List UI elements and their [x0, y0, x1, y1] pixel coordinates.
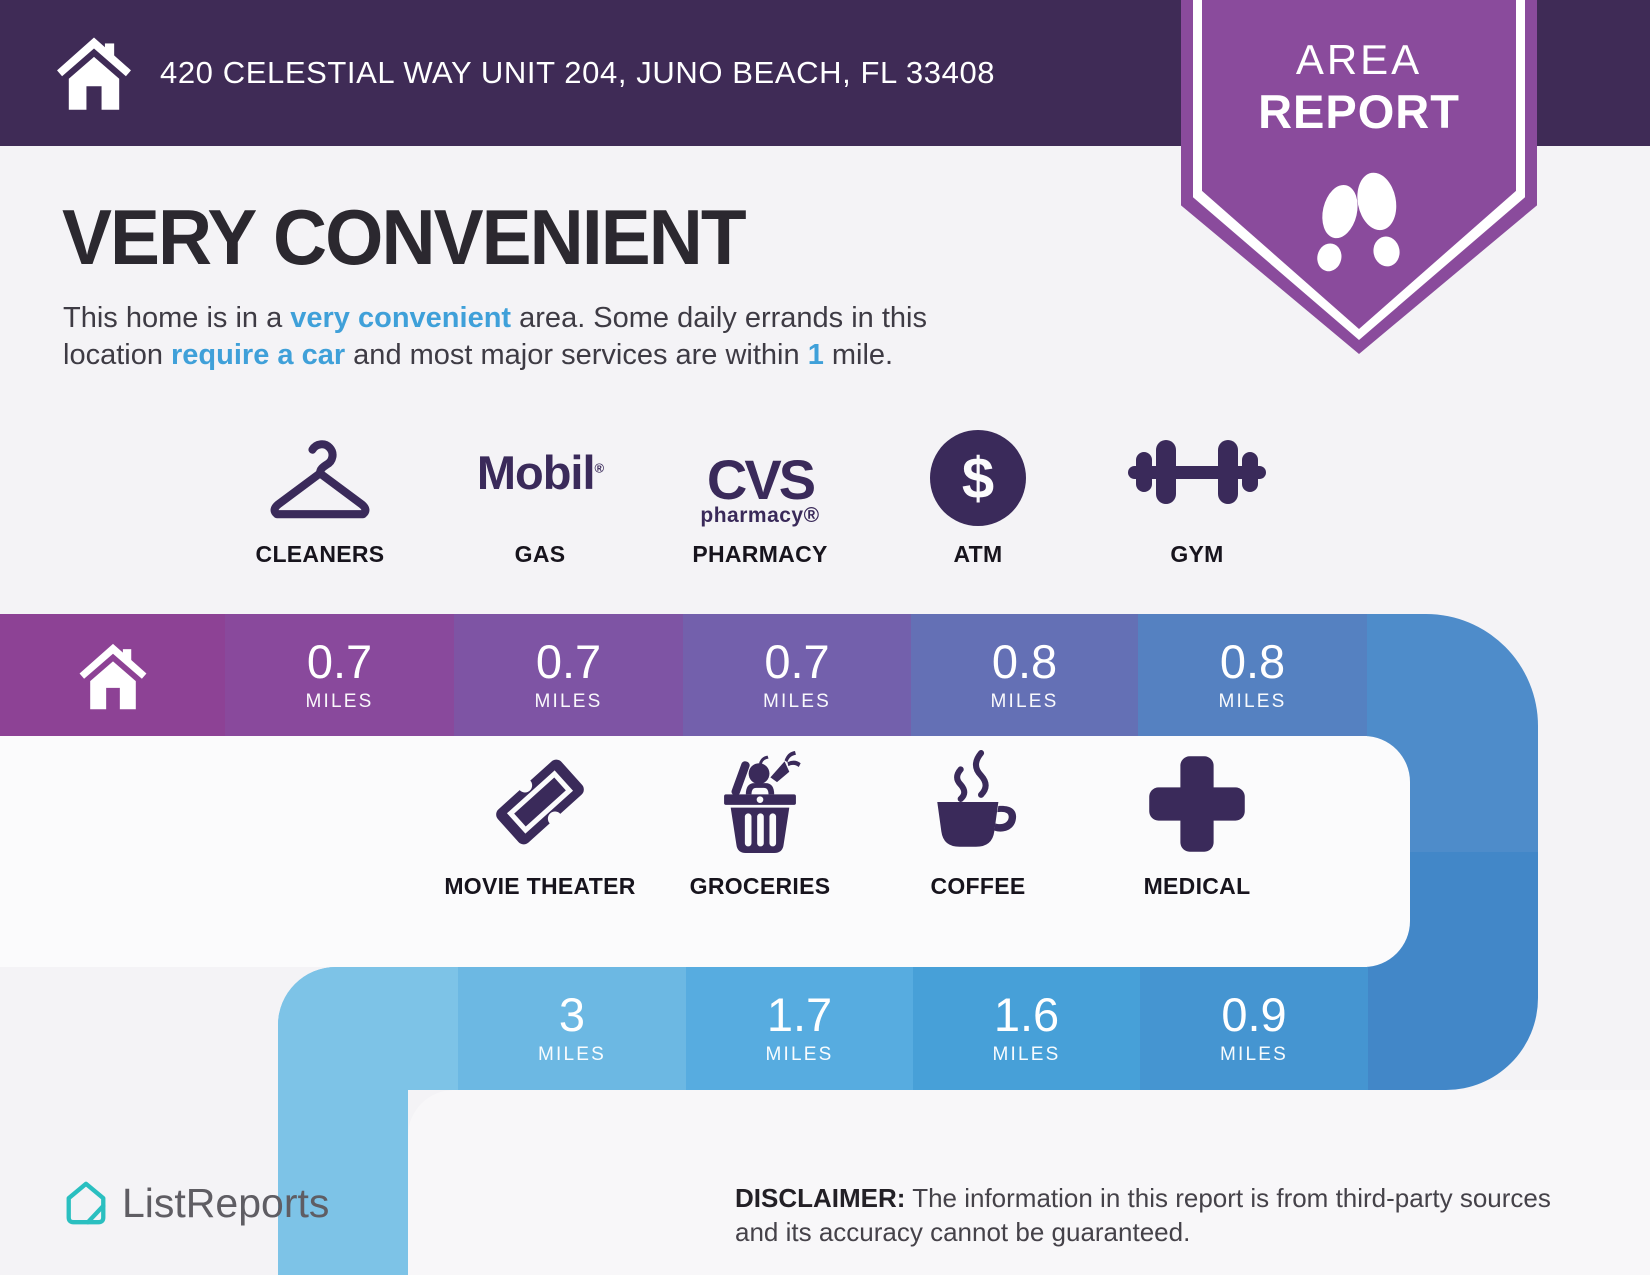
page-title: VERY CONVENIENT — [62, 193, 747, 281]
mobil-logo: Mobil® — [476, 445, 604, 499]
amenity-label: GAS — [514, 541, 566, 567]
distance-gym: 0.8 MILES — [1138, 614, 1367, 736]
amenity-label: ATM — [953, 541, 1003, 567]
distance-band-1: 0.7 MILES 0.7 MILES 0.7 MILES 0.8 MILES … — [0, 614, 1367, 736]
medical-cross-icon — [1149, 756, 1245, 852]
desc-part2: area. Some daily errands in this — [511, 302, 927, 334]
distance-groceries: 1.7 MILES — [686, 967, 913, 1090]
amenity-label: PHARMACY — [692, 541, 828, 567]
amenity-gym: GYM — [1087, 418, 1307, 568]
amenity-pharmacy: CVS pharmacy® PHARMACY — [650, 418, 870, 568]
amenity-cleaners: CLEANERS — [210, 418, 430, 568]
amenity-groceries: GROCERIES — [640, 748, 880, 900]
distance-band-2: 3 MILES 1.7 MILES 1.6 MILES 0.9 MILES — [278, 967, 1368, 1090]
area-report-badge: AREA REPORT — [1181, 0, 1537, 354]
desc-part3: location — [63, 338, 172, 371]
footprints-icon — [1317, 172, 1400, 272]
amenity-medical: MEDICAL — [1077, 748, 1317, 900]
grocery-basket-icon — [724, 750, 801, 854]
distance-movie-theater: 3 MILES — [458, 967, 686, 1090]
listreports-wordmark: ListReports — [122, 1179, 330, 1226]
amenity-label: GROCERIES — [689, 873, 831, 899]
amenity-label: MOVIE THEATER — [444, 873, 636, 899]
ticket-icon — [496, 759, 584, 845]
home-segment — [0, 614, 225, 736]
amenity-label: CLEANERS — [255, 541, 385, 567]
hanger-icon — [270, 440, 370, 519]
property-address: 420 CELESTIAL WAY UNIT 204, JUNO BEACH, … — [160, 55, 996, 90]
desc-highlight3: 1 — [807, 338, 824, 371]
amenity-coffee: COFFEE — [858, 748, 1098, 900]
distance-cleaners: 0.7 MILES — [225, 614, 454, 736]
page-description: This home is in a very convenient area. … — [63, 300, 1123, 373]
amenity-label: COFFEE — [930, 873, 1026, 899]
dollar-circle-icon: $ — [930, 430, 1026, 526]
ribbon-inner-fillet-middle — [0, 736, 1410, 967]
amenity-label: MEDICAL — [1143, 873, 1251, 899]
cvs-logo: CVS pharmacy® — [700, 447, 820, 528]
desc-part1: This home is in a — [63, 302, 291, 334]
home-icon — [57, 37, 131, 110]
badge-line2: REPORT — [1258, 85, 1460, 138]
distance-atm: 0.8 MILES — [911, 614, 1138, 736]
home-icon — [79, 643, 146, 710]
distance-gas: 0.7 MILES — [454, 614, 683, 736]
listreports-house-icon — [66, 1181, 106, 1225]
desc-part5: mile. — [823, 338, 894, 371]
ribbon-inner-fillet-bottom — [408, 1090, 1650, 1275]
desc-highlight2: require a car — [171, 338, 346, 371]
listreports-logo: ListReports — [62, 1178, 329, 1228]
badge-line1: AREA — [1295, 36, 1423, 83]
distance-medical: 0.9 MILES — [1140, 967, 1368, 1090]
amenity-label: GYM — [1170, 541, 1224, 567]
amenity-atm: $ ATM — [868, 418, 1088, 568]
distance-pharmacy: 0.7 MILES — [683, 614, 911, 736]
band2-left-cap — [278, 967, 458, 1090]
disclaimer-text: DISCLAIMER: The information in this repo… — [735, 1183, 1551, 1247]
desc-highlight1: very convenient — [290, 302, 512, 334]
dumbbell-icon — [1128, 440, 1266, 504]
desc-part4: and most major services are within — [345, 338, 808, 371]
disclaimer-label: DISCLAIMER: — [735, 1183, 906, 1213]
coffee-cup-icon — [937, 750, 1017, 847]
distance-coffee: 1.6 MILES — [913, 967, 1140, 1090]
amenity-movie-theater: MOVIE THEATER — [420, 748, 660, 900]
amenity-gas: Mobil® GAS — [430, 418, 650, 568]
